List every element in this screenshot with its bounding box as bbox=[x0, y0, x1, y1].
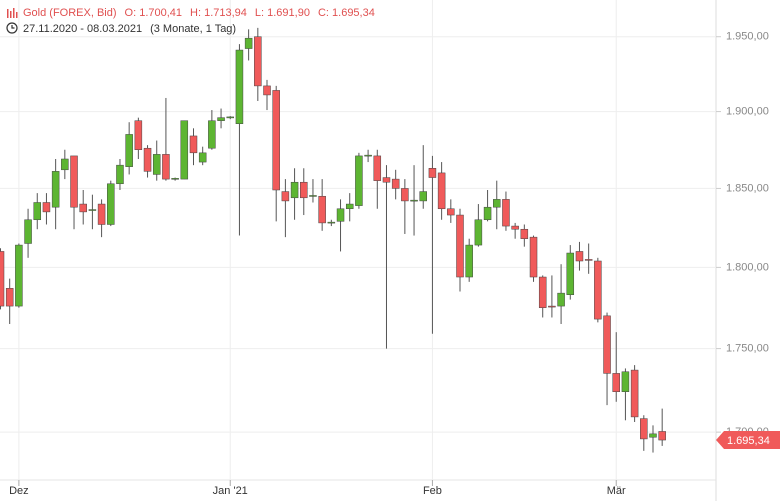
clock-icon bbox=[6, 22, 18, 34]
candle-body bbox=[88, 209, 97, 211]
y-tick-label: 1.950,00 bbox=[726, 31, 769, 43]
candle-body bbox=[437, 172, 446, 210]
candle-body bbox=[584, 259, 593, 261]
candles bbox=[0, 27, 666, 453]
candle-body bbox=[235, 49, 244, 124]
candle-body bbox=[15, 244, 23, 307]
ohlc-label: H: 1.713,94 bbox=[190, 7, 247, 19]
date-range: 27.11.2020 - 08.03.2021 bbox=[23, 23, 142, 35]
candle-body bbox=[327, 221, 336, 224]
candle-body bbox=[456, 214, 464, 278]
candle-body bbox=[649, 433, 657, 438]
x-tick-label: Mär bbox=[607, 485, 626, 497]
candle-body bbox=[162, 154, 170, 180]
chart-icon bbox=[7, 8, 18, 18]
candle-body bbox=[548, 305, 556, 308]
y-tick-label: 1.750,00 bbox=[726, 342, 769, 354]
candle-body bbox=[511, 225, 519, 230]
candle-body bbox=[502, 199, 510, 227]
x-tick-label: Dez bbox=[9, 485, 29, 497]
candle-body bbox=[281, 191, 290, 202]
candle-body bbox=[290, 181, 299, 199]
candle-body bbox=[520, 228, 529, 239]
candle-body bbox=[61, 158, 69, 171]
candle-body bbox=[410, 199, 418, 202]
candle-body bbox=[401, 188, 409, 202]
candle-body bbox=[382, 177, 391, 183]
candle-body bbox=[226, 116, 234, 119]
candle-body bbox=[79, 203, 87, 213]
candle-body bbox=[33, 202, 42, 221]
candle-body bbox=[116, 164, 124, 185]
candle-body bbox=[373, 155, 382, 181]
candle-body bbox=[318, 195, 326, 224]
candle-body bbox=[529, 236, 538, 278]
candle-body bbox=[134, 120, 143, 151]
chart-title: Gold (FOREX, Bid) bbox=[23, 7, 117, 19]
candle-body bbox=[621, 371, 630, 392]
x-tick-label: Jan '21 bbox=[213, 485, 248, 497]
candle-body bbox=[493, 199, 501, 208]
candle-body bbox=[483, 206, 492, 221]
candle-body bbox=[355, 155, 363, 206]
candle-body bbox=[51, 171, 60, 208]
candle-body bbox=[566, 252, 575, 296]
candle-body bbox=[198, 152, 207, 163]
candle-body bbox=[345, 203, 354, 210]
candle-body bbox=[217, 117, 225, 121]
x-tick-label: Feb bbox=[423, 485, 442, 497]
candle-body bbox=[594, 260, 602, 320]
candle-body bbox=[24, 219, 32, 244]
candle-body bbox=[465, 244, 473, 278]
last-value-tag bbox=[716, 431, 780, 450]
candle-body bbox=[309, 195, 317, 197]
candle-body bbox=[171, 178, 179, 180]
candle-body bbox=[42, 202, 51, 213]
candle-body bbox=[300, 181, 308, 199]
candle-body bbox=[391, 178, 400, 189]
header: Gold (FOREX, Bid) 27.11.2020 - 08.03.202… bbox=[6, 7, 375, 35]
candle-body bbox=[658, 431, 666, 441]
candle-body bbox=[612, 373, 620, 392]
candle-body bbox=[5, 288, 14, 307]
candle-body bbox=[630, 369, 639, 418]
candle-body bbox=[419, 191, 427, 202]
candle-body bbox=[152, 154, 161, 175]
candle-body bbox=[364, 154, 372, 157]
period: (3 Monate, 1 Tag) bbox=[150, 23, 236, 35]
candle-body bbox=[557, 292, 565, 307]
candle-body bbox=[263, 85, 271, 96]
candle-body bbox=[107, 183, 115, 225]
candle-body bbox=[474, 219, 483, 246]
candle-body bbox=[125, 134, 133, 167]
y-tick-label: 1.900,00 bbox=[726, 105, 769, 117]
candle-body bbox=[428, 168, 437, 178]
ohlc-label: O: 1.700,41 bbox=[125, 7, 183, 19]
last-value-label: 1.695,34 bbox=[727, 435, 770, 447]
candle-body bbox=[603, 315, 611, 374]
candle-body bbox=[575, 251, 584, 262]
candle-body bbox=[244, 37, 253, 49]
y-tick-label: 1.850,00 bbox=[726, 182, 769, 194]
candle-body bbox=[189, 135, 198, 154]
ohlc-label: L: 1.691,90 bbox=[255, 7, 310, 19]
candle-body bbox=[272, 90, 280, 191]
candle-body bbox=[447, 208, 455, 216]
candle-body bbox=[0, 251, 5, 307]
ohlc-label: C: 1.695,34 bbox=[318, 7, 375, 19]
candle-body bbox=[538, 276, 547, 308]
candle-body bbox=[640, 418, 648, 440]
candle-body bbox=[97, 203, 106, 225]
candle-body bbox=[70, 155, 78, 208]
candle-body bbox=[254, 36, 262, 87]
candle-body bbox=[208, 120, 216, 149]
candle-body bbox=[143, 147, 152, 172]
candle-body bbox=[180, 120, 189, 180]
y-tick-label: 1.800,00 bbox=[726, 261, 769, 273]
candle-body bbox=[336, 208, 345, 222]
